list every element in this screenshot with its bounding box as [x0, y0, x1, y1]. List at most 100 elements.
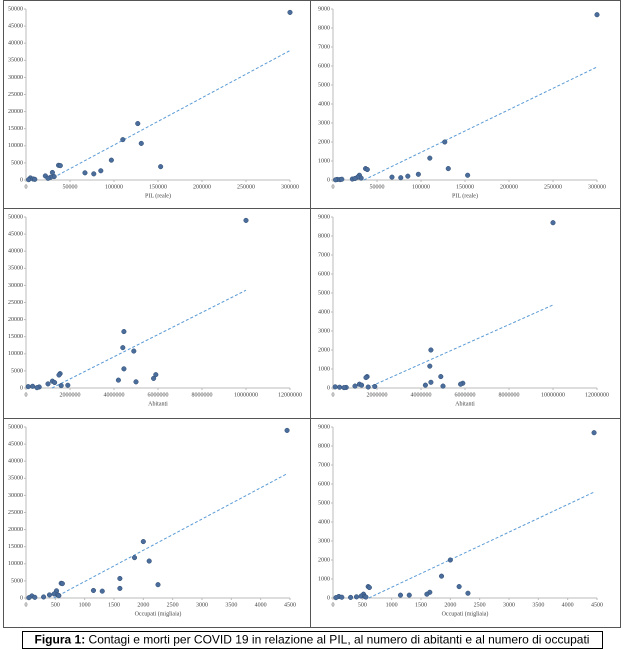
y-tick-label: 8000: [318, 233, 330, 239]
caption-text: Contagi e morti per COVID 19 in relazion…: [89, 633, 590, 647]
point: [415, 171, 421, 177]
point: [465, 590, 471, 596]
point: [57, 163, 63, 169]
x-tick-label: 4000000: [411, 392, 432, 398]
y-tick-label: 0: [20, 385, 23, 391]
point: [153, 372, 159, 378]
y-tick-label: 5000: [318, 500, 330, 506]
trendline: [53, 473, 288, 599]
x-tick-label: 2000000: [60, 392, 81, 398]
point: [366, 585, 372, 591]
y-tick-label: 7000: [318, 462, 330, 468]
y-tick-label: 2000: [318, 347, 330, 353]
point: [65, 382, 71, 388]
y-tick-label: 3000: [318, 538, 330, 544]
y-tick-label: 25000: [8, 300, 23, 306]
y-tick-label: 35000: [8, 266, 23, 272]
y-tick-label: 35000: [8, 58, 23, 64]
point: [284, 427, 290, 433]
x-tick-label: 1500: [415, 602, 427, 608]
point: [427, 363, 433, 369]
x-tick-label: 3500: [225, 602, 237, 608]
point: [151, 375, 157, 381]
x-tick-label: 4000: [255, 602, 267, 608]
point: [46, 592, 53, 598]
x-tick-label: 6000000: [455, 392, 476, 398]
x-axis-label: Occupati (migliaia): [135, 610, 182, 617]
y-tick-label: 0: [20, 595, 23, 601]
point: [115, 377, 121, 383]
x-tick-label: 100000: [412, 184, 430, 190]
point: [32, 594, 38, 600]
y-tick-label: 3000: [318, 328, 330, 334]
point: [389, 174, 395, 180]
x-tick-label: 0: [332, 392, 335, 398]
point: [41, 594, 47, 600]
x-tick-label: 4000000: [104, 392, 125, 398]
y-tick-label: 6000: [318, 271, 330, 277]
x-tick-label: 0: [25, 392, 28, 398]
y-tick-label: 7000: [318, 44, 330, 50]
point: [158, 164, 164, 170]
y-tick-label: 0: [20, 177, 23, 183]
x-axis-label: PIL (reale): [452, 192, 478, 199]
point: [99, 588, 105, 594]
x-tick-label: 0: [332, 184, 335, 190]
point: [117, 585, 123, 591]
x-tick-label: 2000: [137, 602, 149, 608]
point: [438, 374, 444, 380]
point: [32, 176, 38, 182]
trendline: [366, 304, 554, 389]
x-tick-label: 250000: [544, 184, 562, 190]
x-tick-label: 0: [25, 602, 28, 608]
x-tick-label: 300000: [281, 184, 299, 190]
point: [59, 581, 65, 587]
point: [352, 383, 358, 389]
y-tick-label: 5000: [11, 368, 23, 374]
point: [591, 430, 597, 436]
y-tick-label: 25000: [8, 92, 23, 98]
point: [339, 176, 345, 182]
point: [45, 175, 51, 181]
y-tick-label: 50000: [8, 214, 23, 220]
x-tick-label: 2500: [474, 602, 486, 608]
point: [121, 329, 127, 335]
y-tick-label: 8000: [318, 25, 330, 31]
y-tick-label: 30000: [8, 75, 23, 81]
point: [333, 177, 339, 183]
x-tick-label: 3000: [196, 602, 208, 608]
y-tick-label: 4000: [318, 309, 330, 315]
point: [447, 557, 453, 563]
x-tick-label: 8000000: [192, 392, 213, 398]
y-tick-label: 10000: [8, 351, 23, 357]
x-tick-label: 8000000: [499, 392, 520, 398]
point: [398, 175, 404, 181]
point: [56, 372, 62, 378]
point: [440, 383, 446, 389]
y-tick-label: 7000: [318, 252, 330, 258]
point: [120, 137, 126, 143]
x-tick-label: 0: [332, 602, 335, 608]
point: [363, 594, 369, 600]
point: [26, 177, 32, 183]
point: [428, 347, 434, 353]
point: [34, 385, 40, 391]
y-tick-label: 6000: [318, 481, 330, 487]
x-tick-label: 2000: [444, 602, 456, 608]
y-tick-label: 15000: [8, 126, 23, 132]
point: [108, 157, 114, 163]
point: [133, 379, 139, 385]
x-tick-label: 500: [358, 602, 367, 608]
x-tick-label: 10000000: [234, 392, 258, 398]
point: [45, 381, 51, 387]
y-tick-label: 5000: [11, 160, 23, 166]
y-tick-label: 4000: [318, 101, 330, 107]
y-tick-label: 1000: [318, 576, 330, 582]
y-tick-label: 15000: [8, 334, 23, 340]
point: [287, 9, 293, 15]
x-tick-label: 4500: [591, 602, 603, 608]
y-tick-label: 2000: [318, 139, 330, 145]
x-tick-label: 2000000: [367, 392, 388, 398]
x-tick-label: 0: [25, 184, 28, 190]
